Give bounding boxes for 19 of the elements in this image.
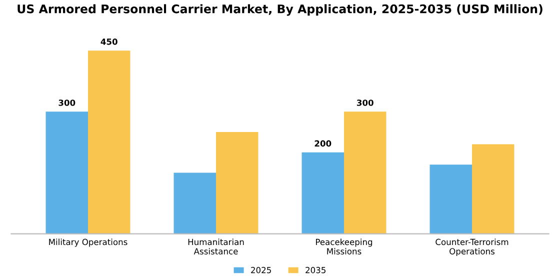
bar	[174, 172, 216, 234]
chart-title: US Armored Personnel Carrier Market, By Application, 2025-2035 (USD Million)	[18, 4, 542, 16]
data-label: 450	[100, 38, 118, 45]
bar	[88, 50, 130, 234]
data-label: 300	[356, 100, 374, 106]
data-label: 200	[314, 140, 332, 147]
bar	[302, 152, 344, 234]
x-tick-label: Humanitarian Assistance	[188, 238, 244, 254]
bar	[46, 112, 88, 234]
legend-label: 2025	[251, 266, 271, 274]
bar	[216, 132, 258, 234]
bar	[344, 112, 386, 234]
bar	[472, 144, 514, 234]
bar	[430, 164, 472, 234]
x-tick-label: Peacekeeping Missions	[316, 238, 372, 254]
x-tick-label: Military Operations	[49, 238, 128, 247]
legend-label: 2035	[306, 266, 326, 274]
data-label: 300	[58, 100, 76, 106]
x-tick-label: Counter-Terrorism Operations	[436, 238, 508, 256]
